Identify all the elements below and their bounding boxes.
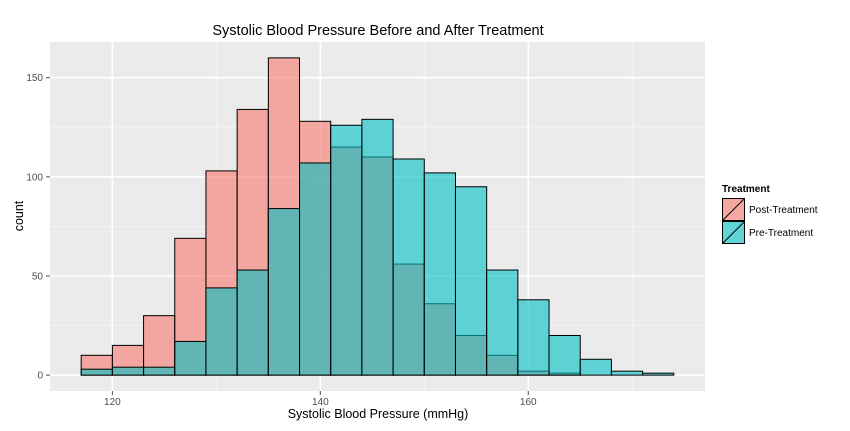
bar-post-treatment <box>143 315 176 376</box>
legend-label-pre-treatment: Pre-Treatment <box>749 228 813 239</box>
bar-pre-treatment <box>330 124 363 376</box>
bar-pre-treatment <box>486 269 519 376</box>
bar-pre-treatment <box>299 162 332 376</box>
bar-pre-treatment <box>517 299 550 376</box>
bar-pre-treatment <box>642 372 675 376</box>
legend-title: Treatment <box>722 184 770 195</box>
bar-pre-treatment <box>423 172 456 376</box>
bar-pre-treatment <box>174 340 207 376</box>
bar-pre-treatment <box>267 208 301 376</box>
y-tick-label: 100 <box>26 172 43 183</box>
histogram-bars <box>80 57 675 376</box>
x-axis-title: Systolic Blood Pressure (mmHg) <box>288 407 469 421</box>
bar-pre-treatment <box>392 158 425 376</box>
bar-pre-treatment <box>454 186 488 376</box>
bar-pre-treatment <box>111 366 145 376</box>
legend-key-slash <box>722 221 745 244</box>
legend: Treatment Post-Treatment Pre-Treatment <box>722 184 818 244</box>
y-tick-label: 50 <box>32 271 44 282</box>
bar-pre-treatment <box>610 370 644 376</box>
bar-pre-treatment <box>143 366 176 376</box>
x-tick-label: 160 <box>520 397 537 408</box>
x-tick-label: 140 <box>312 397 329 408</box>
bar-pre-treatment <box>579 358 612 376</box>
x-axis: 120 140 160 <box>104 391 537 408</box>
bar-pre-treatment <box>205 287 238 376</box>
legend-key-slash <box>722 198 745 221</box>
bar-pre-treatment <box>361 118 394 376</box>
y-axis: 0 50 100 150 <box>26 73 50 382</box>
x-tick-label: 120 <box>104 397 121 408</box>
bar-pre-treatment <box>548 334 581 376</box>
y-tick-label: 150 <box>26 73 43 84</box>
y-axis-title: count <box>12 200 26 231</box>
bar-pre-treatment <box>80 368 113 376</box>
bar-pre-treatment <box>236 269 269 376</box>
legend-label-post-treatment: Post-Treatment <box>749 205 818 216</box>
y-tick-label: 0 <box>37 371 43 382</box>
chart-title: Systolic Blood Pressure Before and After… <box>212 23 543 39</box>
